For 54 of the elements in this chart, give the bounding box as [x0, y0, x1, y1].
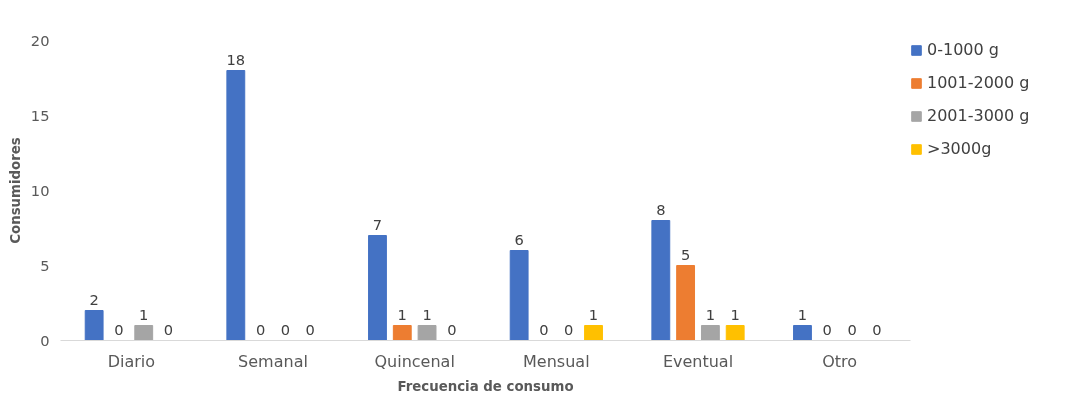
x-tick-label: Semanal	[238, 351, 308, 371]
bar	[651, 220, 671, 341]
data-label: 6	[514, 230, 524, 248]
data-label: 0	[872, 320, 882, 338]
data-label: 0	[280, 320, 291, 338]
data-label: 1	[797, 305, 808, 323]
data-label: 0	[255, 320, 266, 338]
data-label: 2	[89, 290, 99, 308]
data-label: 0	[305, 320, 315, 338]
x-tick-label: Otro	[822, 351, 858, 371]
bar	[417, 325, 437, 341]
y-tick-label: 5	[40, 256, 50, 274]
data-label: 1	[705, 305, 716, 323]
bar	[134, 325, 154, 341]
data-label: 1	[422, 305, 432, 323]
data-label: 0	[539, 320, 549, 338]
x-axis-title: Frecuencia de consumo	[397, 378, 574, 394]
bar	[793, 325, 812, 341]
data-label: 0	[822, 320, 832, 338]
bar	[226, 70, 246, 341]
bar	[725, 325, 745, 341]
x-tick-label: Diario	[107, 351, 156, 371]
data-label: 5	[680, 245, 691, 263]
data-label: 0	[847, 320, 857, 338]
x-tick-label: Quincenal	[374, 351, 455, 371]
data-label: 1	[730, 305, 740, 323]
data-label: 1	[397, 305, 407, 323]
y-tick-label: 10	[30, 181, 50, 199]
data-label: 7	[372, 215, 383, 233]
data-label: 8	[656, 200, 666, 218]
y-tick-label: 0	[40, 331, 50, 349]
bar	[392, 325, 412, 341]
legend-label: 1001-2000 g	[927, 73, 1031, 92]
y-axis-title: Consumidores	[7, 137, 23, 244]
data-label: 1	[139, 305, 149, 323]
legend-label: 2001-3000 g	[927, 106, 1031, 125]
data-label: 0	[163, 320, 174, 338]
data-label: 0	[447, 320, 457, 338]
data-label: 1	[588, 305, 599, 323]
data-label: 18	[226, 50, 246, 68]
data-label: 0	[564, 320, 574, 338]
bar	[700, 325, 720, 341]
bar	[368, 235, 387, 341]
y-tick-label: 20	[30, 31, 50, 49]
x-tick-label: Mensual	[523, 351, 590, 371]
bar	[676, 265, 696, 341]
bar	[84, 310, 104, 341]
bar	[509, 250, 529, 341]
y-tick-label: 15	[30, 106, 50, 124]
legend-label: >3000g	[927, 139, 993, 158]
data-label: 0	[114, 320, 124, 338]
legend-label: 0-1000 g	[927, 40, 1000, 59]
x-tick-label: Eventual	[662, 351, 734, 371]
bar	[584, 325, 603, 341]
